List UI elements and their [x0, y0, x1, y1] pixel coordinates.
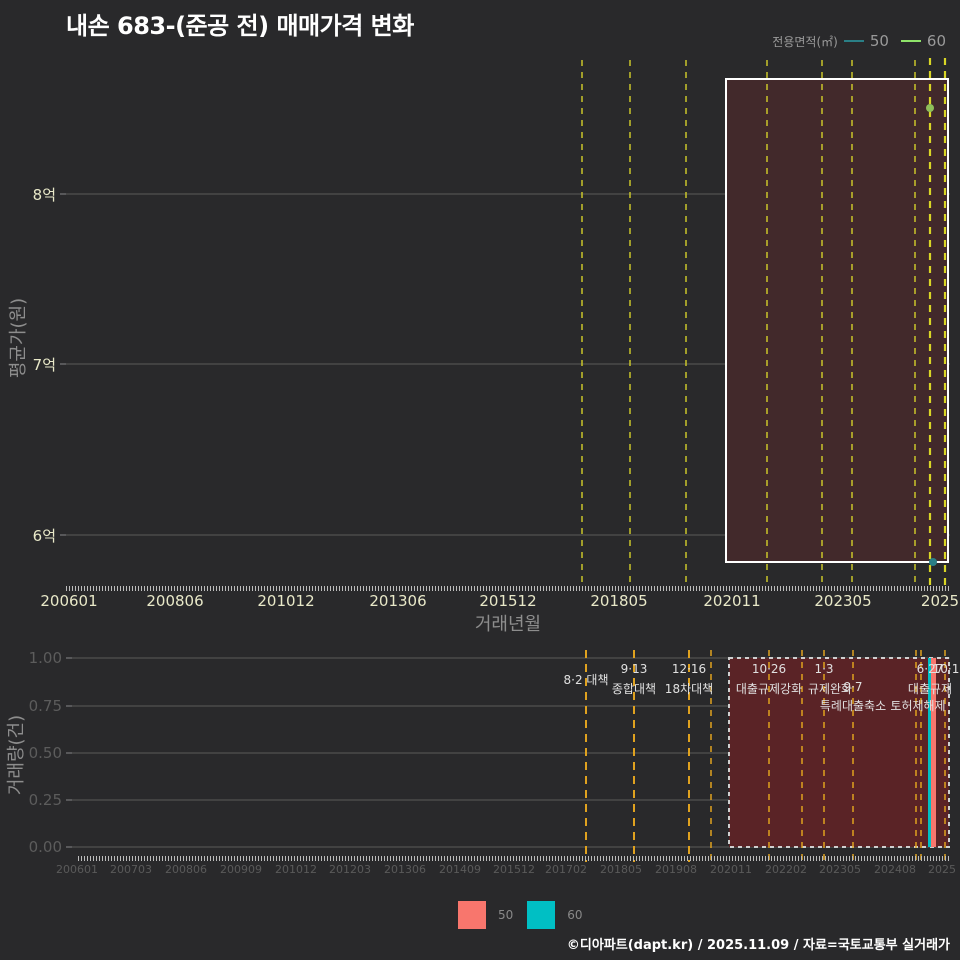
- x-tick: 201409: [439, 863, 481, 876]
- legend-label-50: 50: [869, 32, 889, 50]
- x-tick: 201512: [493, 863, 535, 876]
- annotation-date: 10·1: [932, 662, 960, 676]
- y-tick: 0.50: [28, 744, 62, 762]
- y-tick-6: 6억: [32, 527, 56, 545]
- y-tick: 1.00: [28, 649, 62, 667]
- point-60: [926, 104, 934, 112]
- annotation-label: 18차대책: [664, 682, 714, 696]
- legend-swatch-50-icon: [458, 901, 486, 929]
- x-axis-title-price: 거래년월: [474, 614, 542, 635]
- bar-60: [928, 658, 932, 847]
- volume-legend: 50 60: [458, 901, 583, 929]
- annotation-label: 대출규제강화: [735, 682, 803, 696]
- legend-title: 전용면적(㎡): [772, 34, 838, 49]
- price-chart: [60, 58, 950, 591]
- annotation-label: 종합대책: [611, 682, 657, 696]
- x-tick: 202011: [710, 863, 752, 876]
- annotation-label: 토허제해제: [890, 699, 946, 713]
- x-tick: 200909: [220, 863, 262, 876]
- y-axis-title-price: 평균가(원): [8, 297, 29, 379]
- x-tick: 201012: [257, 592, 315, 610]
- x-tick: 201203: [329, 863, 371, 876]
- annotation-date: 12·16: [671, 662, 707, 676]
- x-tick: 201306: [369, 592, 427, 610]
- annotation: 8·2 대책: [563, 673, 609, 687]
- x-tick: 202202: [765, 863, 807, 876]
- x-tick: 2025: [928, 863, 956, 876]
- x-tick: 202408: [874, 863, 916, 876]
- legend-swatch-60-icon: [527, 901, 556, 929]
- x-tick: 202305: [819, 863, 861, 876]
- x-tick: 201908: [655, 863, 697, 876]
- bar-50: [931, 658, 936, 847]
- chart-title: 내손 683-(준공 전) 매매가격 변화: [66, 12, 414, 40]
- annotation-date: 10·26: [751, 662, 787, 676]
- y-axis-title-volume: 거래량(건): [6, 714, 27, 796]
- annotation-date: 9·13: [620, 662, 648, 676]
- legend-label-50: 50: [498, 908, 514, 922]
- volume-chart: [66, 650, 950, 862]
- annotation-label: 규제완화: [807, 682, 853, 696]
- x-tick: 200601: [56, 863, 98, 876]
- x-tick: 201805: [600, 863, 642, 876]
- y-tick: 0.75: [28, 697, 62, 715]
- annotation-date: 1·3: [814, 662, 834, 676]
- policy-lines: [581, 60, 916, 588]
- annotation-label: 대출규제: [907, 682, 953, 696]
- legend-label-60: 60: [926, 32, 946, 50]
- y-tick-8: 8억: [32, 186, 56, 204]
- x-tick: 200806: [165, 863, 207, 876]
- source-credit: ©디아파트(dapt.kr) / 2025.11.09 / 자료=국토교통부 실…: [566, 938, 950, 953]
- x-tick: 200601: [40, 592, 98, 610]
- x-tick: 2025: [920, 592, 960, 610]
- legend-label-60: 60: [567, 908, 583, 922]
- point-50: [929, 558, 937, 566]
- y-tick: 0.25: [28, 791, 62, 809]
- x-tick: 202011: [703, 592, 761, 610]
- x-tick: 202305: [814, 592, 872, 610]
- highlight-box: [725, 78, 949, 563]
- x-tick: 201702: [545, 863, 587, 876]
- x-tick: 200703: [110, 863, 152, 876]
- y-tick: 0.00: [28, 838, 62, 856]
- annotation-date: 9·7: [843, 680, 863, 694]
- x-tick: 201805: [590, 592, 648, 610]
- volume-policy-lines: [585, 650, 690, 862]
- annotation-label: 특례대출축소: [819, 699, 887, 713]
- area-legend: 전용면적(㎡) 50 60: [772, 32, 952, 50]
- x-tick: 200806: [146, 592, 204, 610]
- x-tick: 201012: [275, 863, 317, 876]
- y-tick-7: 7억: [32, 356, 56, 374]
- volume-highlight-box: [728, 657, 950, 848]
- x-tick: 201306: [384, 863, 426, 876]
- x-tick: 201512: [479, 592, 537, 610]
- legend-line-50-icon: [843, 40, 864, 42]
- legend-line-60-icon: [900, 40, 921, 42]
- annotation-date: 6·27: [916, 662, 944, 676]
